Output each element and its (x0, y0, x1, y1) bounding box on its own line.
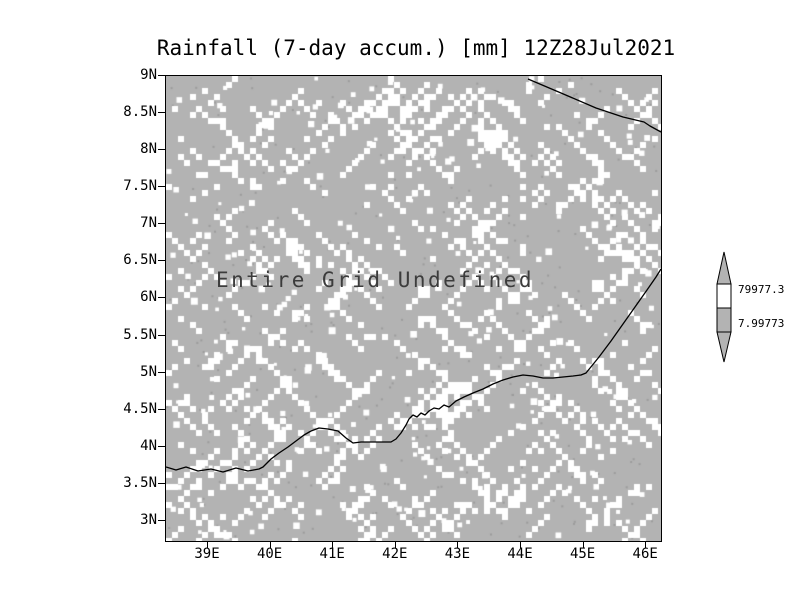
y-tick-label: 7.5N (123, 178, 157, 195)
x-tick-mark (520, 541, 521, 548)
y-tick-label: 9N (140, 67, 157, 83)
plot-area: Entire Grid Undefined (165, 75, 662, 542)
colorbar-band-white (716, 283, 732, 309)
y-tick-label: 4N (140, 437, 157, 454)
y-tick-mark (158, 371, 165, 373)
y-tick-mark (158, 519, 165, 521)
y-tick-label: 6N (140, 289, 157, 306)
x-tick-mark (269, 541, 271, 548)
x-tick-mark (457, 541, 459, 548)
border-line-main (166, 268, 661, 473)
y-tick-label: 5N (140, 363, 157, 380)
y-tick-mark (158, 186, 165, 188)
colorbar-arrow-bottom (716, 331, 732, 363)
x-tick-label: 44E (507, 546, 533, 562)
x-tick-label: 43E (444, 546, 471, 562)
rainfall-grid-canvas (166, 76, 661, 541)
y-tick-label: 8.5N (123, 104, 157, 121)
y-tick-mark (158, 482, 165, 484)
y-tick-mark (158, 75, 165, 76)
map-border-lines (166, 78, 661, 473)
y-tick-label: 8N (140, 141, 157, 158)
colorbar-label-min: 7.99773 (738, 317, 785, 330)
x-tick-label: 41E (319, 546, 345, 562)
x-tick-mark (582, 541, 584, 548)
colorbar (716, 251, 732, 363)
x-tick-mark (645, 541, 647, 548)
y-tick-mark (158, 297, 165, 299)
y-tick-label: 6.5N (123, 252, 157, 269)
x-tick-mark (332, 541, 334, 548)
colorbar-label-max: 79977.3 (738, 283, 785, 296)
colorbar-arrow-top (716, 251, 732, 285)
y-tick-label: 4.5N (123, 400, 157, 417)
y-tick-mark (158, 408, 165, 410)
y-tick-mark (158, 223, 165, 225)
plot-title: Rainfall (7-day accum.) [mm] 12Z28Jul202… (156, 36, 676, 60)
x-tick-label: 46E (632, 546, 658, 562)
y-tick-label: 7N (140, 215, 157, 232)
colorbar-band-gray (716, 307, 732, 333)
x-tick-label: 42E (382, 546, 408, 562)
y-tick-label: 5.5N (123, 326, 157, 343)
coastline-northeast (527, 78, 661, 133)
x-tick-label: 40E (256, 546, 283, 562)
y-tick-mark (158, 334, 165, 336)
x-tick-mark (394, 541, 396, 548)
y-tick-label: 3.5N (123, 474, 157, 491)
x-tick-label: 39E (194, 546, 220, 562)
x-tick-label: 45E (569, 546, 596, 562)
y-tick-mark (158, 445, 165, 447)
y-tick-label: 3N (140, 511, 157, 528)
y-tick-mark (158, 149, 165, 151)
y-tick-mark (158, 260, 165, 262)
y-tick-mark (158, 112, 165, 114)
undefined-grid-message: Entire Grid Undefined (216, 268, 535, 292)
x-tick-mark (207, 541, 208, 548)
